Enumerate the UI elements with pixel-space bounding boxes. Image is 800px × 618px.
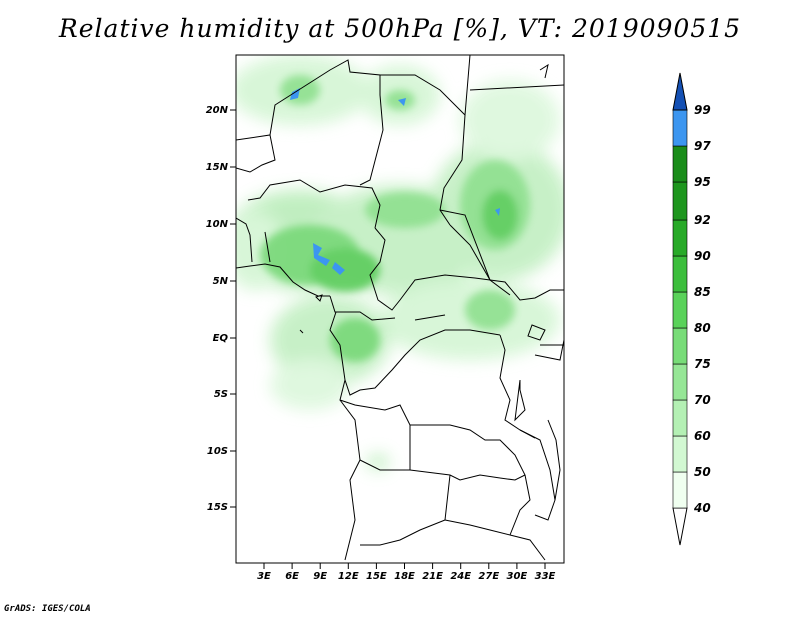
lon-tick-label: 9E xyxy=(313,571,327,582)
colorbar-label: 70 xyxy=(694,393,711,407)
lat-tick-label: 10S xyxy=(207,446,228,457)
colorbar-upper-triangle xyxy=(672,72,688,111)
colorbar-label: 85 xyxy=(694,285,711,299)
lat-tick-label: 5S xyxy=(214,389,228,400)
colorbar-segment xyxy=(672,109,688,147)
lon-tick-label: 18E xyxy=(394,571,415,582)
chart-title: Relative humidity at 500hPa [%], VT: 201… xyxy=(58,14,742,43)
colorbar-label: 95 xyxy=(694,175,711,189)
colorbar-label: 80 xyxy=(694,321,711,335)
colorbar-segment xyxy=(672,327,688,365)
colorbar-label: 97 xyxy=(694,139,711,153)
lon-tick-label: 3E xyxy=(257,571,271,582)
colorbar-segment xyxy=(672,363,688,401)
lon-tick-label: 33E xyxy=(535,571,556,582)
latitude-axis: 20N 15N 10N 5N EQ 5S 10S 15S xyxy=(206,105,236,513)
colorbar-segment xyxy=(672,291,688,329)
colorbar-label: 60 xyxy=(694,429,711,443)
map-frame xyxy=(235,54,565,564)
lat-tick-label: 15S xyxy=(207,502,228,513)
longitude-axis: 3E 6E 9E 12E 15E 18E 21E 24E 27E 30E 33E xyxy=(257,563,556,582)
lon-tick-label: 27E xyxy=(478,571,499,582)
country-borders xyxy=(236,55,564,561)
colorbar-label: 99 xyxy=(694,103,711,117)
lon-tick-label: 12E xyxy=(338,571,359,582)
colorbar-segment xyxy=(672,145,688,183)
colorbar-label: 40 xyxy=(693,501,711,515)
colorbar-label: 90 xyxy=(694,249,711,263)
colorbar-lower-triangle xyxy=(672,507,688,546)
lat-tick-label: 20N xyxy=(206,105,229,116)
colorbar-label: 75 xyxy=(694,357,711,371)
grads-credit: GrADS: IGES/COLA xyxy=(4,604,91,614)
lon-tick-label: 21E xyxy=(422,571,443,582)
lon-tick-label: 6E xyxy=(285,571,299,582)
lat-tick-label: 15N xyxy=(206,162,229,173)
colorbar-label: 50 xyxy=(694,465,711,479)
lat-tick-label: 5N xyxy=(213,276,229,287)
humidity-field xyxy=(236,55,564,470)
lon-tick-label: 24E xyxy=(450,571,471,582)
colorbar-label: 92 xyxy=(694,213,711,227)
colorbar: 40 50 60 70 75 80 85 90 92 95 97 99 xyxy=(672,72,711,546)
colorbar-segment xyxy=(672,255,688,293)
lon-tick-label: 15E xyxy=(366,571,387,582)
lat-tick-label: EQ xyxy=(213,333,229,344)
colorbar-segment xyxy=(672,435,688,473)
colorbar-segment xyxy=(672,399,688,437)
colorbar-segment xyxy=(672,219,688,257)
colorbar-segment xyxy=(672,471,688,509)
lon-tick-label: 30E xyxy=(507,571,528,582)
lat-tick-label: 10N xyxy=(206,219,229,230)
colorbar-segment xyxy=(672,181,688,221)
